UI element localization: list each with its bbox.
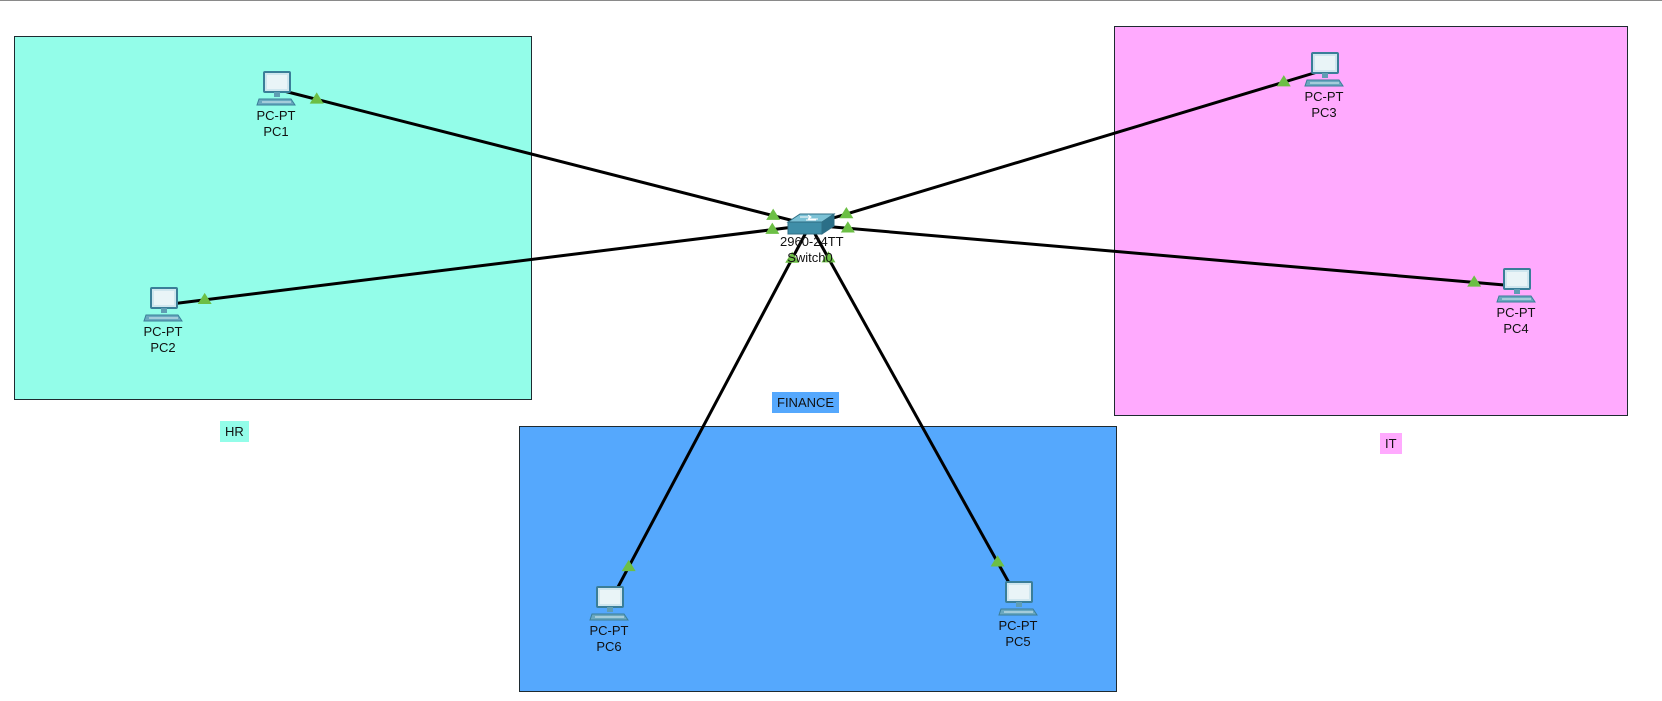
pc-icon — [143, 287, 183, 322]
switch-node[interactable]: 2960-24TT Switch0 — [780, 210, 844, 266]
pc1-model: PC-PT — [256, 108, 296, 123]
pc-node-pc1[interactable]: PC-PT PC1 — [246, 70, 306, 140]
link-switch-pc2[interactable] — [162, 223, 811, 307]
link-status-indicator — [839, 207, 854, 219]
link-switch-pc6[interactable] — [607, 224, 812, 605]
pc-node-pc4[interactable]: PC-PT PC4 — [1486, 267, 1546, 337]
link-status-indicator — [1467, 275, 1482, 287]
switch-name: Switch0 — [787, 250, 833, 265]
link-status-indicator — [197, 292, 212, 305]
pc-node-pc3[interactable]: PC-PT PC3 — [1294, 51, 1354, 121]
pc2-model: PC-PT — [143, 324, 183, 339]
pc-node-pc6[interactable]: PC-PT PC6 — [579, 585, 639, 655]
link-switch-pc4[interactable] — [809, 223, 1517, 288]
link-switch-pc5[interactable] — [808, 224, 1020, 600]
area-label-hr[interactable]: HR — [220, 421, 249, 442]
link-status-indicator — [765, 222, 780, 234]
pc-node-pc2[interactable]: PC-PT PC2 — [133, 286, 193, 356]
area-it[interactable] — [1114, 26, 1628, 416]
pc3-name: PC3 — [1311, 105, 1337, 120]
pc2-name: PC2 — [150, 340, 176, 355]
switch-icon — [786, 213, 836, 235]
workspace-top-border — [0, 0, 1662, 1]
link-switch-pc1[interactable] — [275, 87, 811, 227]
area-label-it[interactable]: IT — [1380, 433, 1402, 454]
link-status-indicator — [1276, 75, 1291, 87]
link-status-indicator — [766, 208, 781, 220]
pc-icon — [589, 586, 629, 621]
link-status-indicator — [309, 92, 324, 104]
pc-node-pc5[interactable]: PC-PT PC5 — [988, 580, 1048, 650]
pc-icon — [998, 581, 1038, 616]
pc5-name: PC5 — [1005, 634, 1031, 649]
pc-icon — [1304, 52, 1344, 87]
pc6-name: PC6 — [596, 639, 622, 654]
pc6-model: PC-PT — [589, 623, 629, 638]
link-status-indicator — [821, 251, 836, 263]
pc1-name: PC1 — [263, 124, 289, 139]
pc-icon — [256, 71, 296, 106]
area-hr[interactable] — [14, 36, 532, 400]
link-switch-pc3[interactable] — [809, 68, 1325, 227]
pc-icon — [1496, 268, 1536, 303]
pc4-name: PC4 — [1503, 321, 1529, 336]
area-finance[interactable] — [519, 426, 1117, 692]
pc3-model: PC-PT — [1304, 89, 1344, 104]
link-status-indicator — [990, 555, 1005, 567]
link-status-indicator — [840, 221, 855, 233]
area-label-finance[interactable]: FINANCE — [772, 392, 840, 413]
pc4-model: PC-PT — [1496, 305, 1536, 320]
link-status-indicator — [785, 251, 800, 263]
link-status-indicator — [621, 559, 636, 572]
switch-model: 2960-24TT — [780, 234, 844, 249]
pc5-model: PC-PT — [998, 618, 1038, 633]
